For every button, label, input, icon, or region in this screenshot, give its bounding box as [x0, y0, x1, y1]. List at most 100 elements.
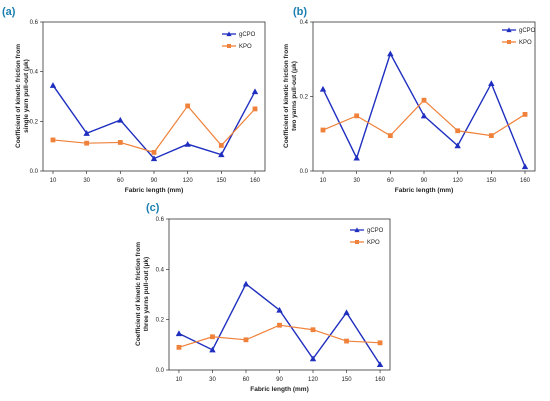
- panel-1-axes-frame: [42, 21, 266, 172]
- panel-2-axes-frame: [312, 21, 536, 172]
- panel-1-series-gCPO-point: [117, 116, 124, 123]
- panel-2-ytick-label: 0.4: [300, 20, 309, 26]
- panel-3-y-axis-label-line: three yarns pull-out (μk): [143, 257, 150, 331]
- panel-2-series-KPO-point: [455, 128, 461, 134]
- panel-1-series-gCPO-line: [52, 84, 256, 160]
- panel-3-xtick-label: 90: [276, 377, 283, 383]
- panel-1-legend-gCPO-marker: [226, 31, 232, 37]
- panel-3-legend-KPO-marker: [355, 240, 359, 244]
- panel-3-series-KPO-line: [178, 324, 381, 348]
- panel-1-series-KPO-point: [151, 149, 157, 155]
- panel-1-y-axis-label-line: Coefficient of kinetic friction from: [15, 44, 22, 148]
- panel-2-series-gCPO-point: [488, 80, 495, 87]
- panel-1-ytick-label: 0.2: [30, 119, 39, 125]
- panel-2-series-KPO-point: [387, 133, 393, 139]
- panel-1-ytick-label: 0.0: [30, 169, 39, 175]
- panel-2-series-gCPO-point: [387, 50, 394, 57]
- panel-3-series-KPO-point: [277, 322, 282, 328]
- panel-3-series-KPO-point: [243, 337, 249, 343]
- panel-1-series-KPO-point: [252, 106, 258, 112]
- panel-2-xtick-label: 150: [486, 178, 497, 184]
- panel-1-legend-KPO-label: KPO: [239, 44, 252, 50]
- panel-3-series-gCPO-point: [276, 306, 283, 313]
- panel-3-series-KPO-point: [377, 340, 383, 346]
- panel-2-series-gCPO-line: [322, 51, 526, 167]
- panel-1-series-gCPO-point: [184, 140, 191, 147]
- panel-3-legend-gCPO-marker: [354, 227, 360, 233]
- panel-3-ytick-label: 0.2: [156, 318, 165, 324]
- panel-1-legend-KPO-marker: [227, 44, 231, 48]
- panel-1-series-gCPO-point: [49, 82, 57, 88]
- panel-1-xtick-label: 150: [216, 178, 227, 184]
- panel-3-series-KPO-point: [344, 338, 349, 344]
- panel-2-xtick-label: 120: [453, 178, 464, 184]
- panel-3-legend-gCPO-label: gCPO: [367, 228, 384, 234]
- panel-3-ytick-label: 0.6: [156, 217, 165, 223]
- panel-2-xtick-label: 160: [520, 178, 531, 184]
- panel-2-series-gCPO-point: [454, 142, 461, 149]
- panel-3-xtick-label: 150: [342, 377, 353, 383]
- panel-2-ytick-label: 0.2: [300, 95, 309, 101]
- panel-3-series-gCPO-point: [242, 280, 250, 287]
- panel-3-series-gCPO-point: [175, 330, 183, 337]
- panel-2-xtick-label: 30: [353, 178, 360, 184]
- panel-1-xtick-label: 120: [183, 178, 194, 184]
- panel-3-xtick-label: 10: [176, 377, 183, 383]
- panel-2-legend-KPO-label: KPO: [519, 40, 532, 46]
- panel-2-series-gCPO-point: [521, 163, 529, 170]
- panel-2-legend-gCPO-label: gCPO: [519, 28, 536, 34]
- panel-2-series-gCPO-point: [319, 85, 327, 92]
- panel-1-y-axis-label-line: single yarn pull-out (μk): [23, 59, 30, 133]
- panel-2-label: (b): [293, 6, 307, 18]
- panel-2-xtick-label: 10: [320, 178, 327, 184]
- panel-1-label: (a): [2, 6, 16, 18]
- panel-3-xtick-label: 60: [243, 377, 250, 383]
- panel-2-y-axis-label-line: Coefficient of kinetic friction from: [283, 44, 290, 148]
- panel-2-series-gCPO-point: [353, 154, 360, 161]
- panel-1-series-gCPO-point: [83, 130, 90, 136]
- panel-3-series-gCPO-point: [309, 355, 317, 362]
- panel-1-series-KPO-point: [50, 137, 56, 143]
- panel-1-ytick-label: 0.4: [30, 70, 39, 76]
- panel-1-y-axis-label: Coefficient of kinetic friction fromsing…: [15, 44, 30, 148]
- panel-1-xtick-label: 160: [250, 178, 261, 184]
- panel-3-series-KPO-point: [310, 327, 316, 333]
- panel-1-xtick-label: 30: [83, 178, 90, 184]
- panel-1-series-KPO-point: [117, 140, 123, 145]
- panel-2-xtick-label: 60: [387, 178, 394, 184]
- panel-2-y-axis-label-line: two yarns pull-out (μk): [291, 61, 298, 131]
- panel-3-xtick-label: 160: [375, 377, 386, 383]
- panel-2-legend-KPO-marker: [507, 40, 511, 44]
- panel-2-legend-gCPO-marker: [506, 27, 512, 33]
- panel-2-xtick-label: 90: [421, 178, 428, 184]
- panel-1-series-KPO-point: [185, 103, 191, 109]
- panel-3-x-axis-label: Fabric length (mm): [250, 386, 309, 393]
- panel-3-legend-KPO-label: KPO: [367, 240, 380, 246]
- panel-2-series-KPO-point: [421, 97, 427, 103]
- panel-1-xtick-label: 10: [50, 178, 57, 184]
- panel-1-ytick-label: 0.6: [30, 20, 39, 26]
- panel-3-xtick-label: 120: [308, 377, 319, 383]
- panel-3-xtick-label: 30: [209, 377, 216, 383]
- panel-2-series-KPO-point: [522, 111, 528, 117]
- panel-2-x-axis-label: Fabric length (mm): [395, 187, 454, 194]
- panel-1-series-KPO-point: [84, 140, 90, 146]
- panel-3-ytick-label: 0.0: [156, 368, 165, 374]
- panel-3-y-axis-label: Coefficient of kinetic friction fromthre…: [135, 242, 150, 346]
- panel-1-legend-gCPO-label: gCPO: [239, 32, 256, 38]
- panel-2-series-gCPO-point: [420, 112, 428, 119]
- panel-3-ytick-label: 0.4: [156, 267, 165, 273]
- panel-3-series-gCPO-point: [209, 346, 216, 353]
- panel-3-series-KPO-point: [176, 344, 182, 350]
- panel-1-xtick-label: 90: [151, 178, 158, 184]
- panel-2-series-KPO-point: [320, 127, 326, 133]
- panel-3-y-axis-label-line: Coefficient of kinetic friction from: [135, 242, 142, 346]
- panel-3-label: (c): [146, 202, 160, 214]
- panel-1-series-KPO-point: [218, 143, 224, 148]
- panel-3-series-gCPO-point: [376, 361, 384, 368]
- panel-1-xtick-label: 60: [117, 178, 124, 184]
- panel-1-x-axis-label: Fabric length (mm): [125, 187, 184, 194]
- panel-1-series-gCPO-point: [251, 88, 259, 95]
- panel-2-series-KPO-point: [488, 133, 494, 139]
